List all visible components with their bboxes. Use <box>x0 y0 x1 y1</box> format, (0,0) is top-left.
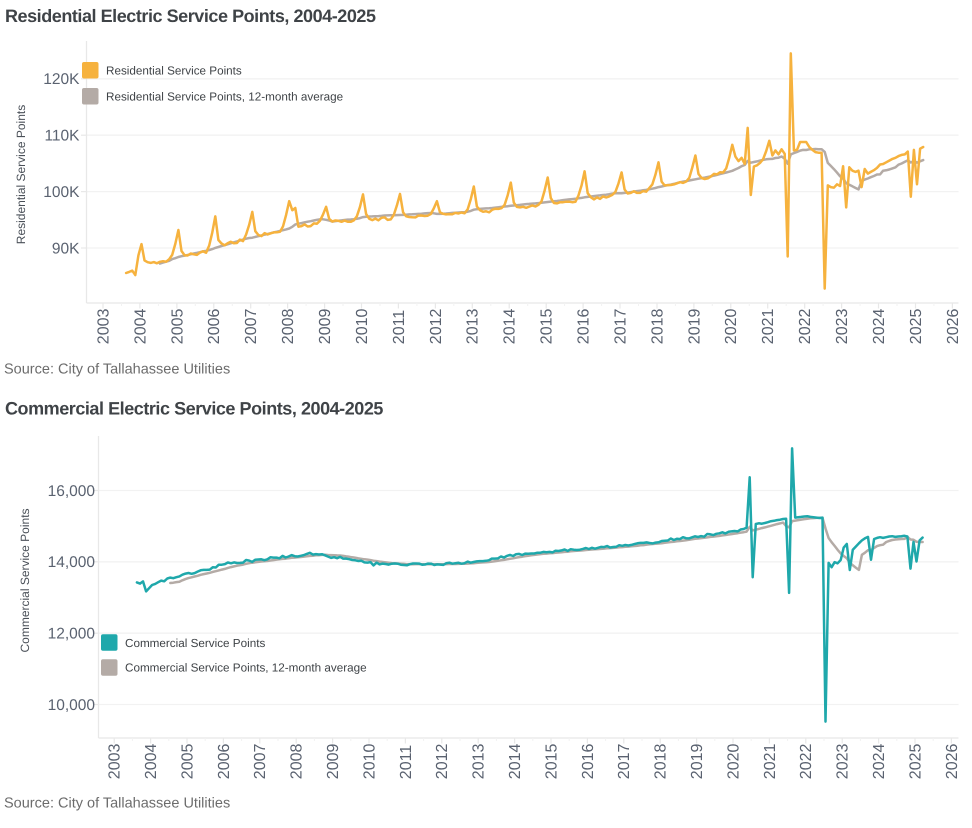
svg-text:2015: 2015 <box>543 744 560 780</box>
svg-text:10,000: 10,000 <box>48 697 96 714</box>
svg-text:2009: 2009 <box>325 744 342 780</box>
svg-text:2016: 2016 <box>576 309 593 345</box>
svg-text:Commercial Service Points: Commercial Service Points <box>125 637 265 650</box>
svg-text:2017: 2017 <box>616 744 633 780</box>
svg-text:2016: 2016 <box>580 744 597 780</box>
svg-text:2018: 2018 <box>653 744 670 780</box>
svg-text:2018: 2018 <box>649 309 666 345</box>
svg-text:Residential Service Points: Residential Service Points <box>106 65 242 78</box>
svg-text:2026: 2026 <box>945 309 962 345</box>
svg-text:2006: 2006 <box>206 309 223 345</box>
svg-text:2008: 2008 <box>280 309 297 345</box>
svg-text:2007: 2007 <box>243 309 260 345</box>
svg-text:2012: 2012 <box>434 744 451 780</box>
svg-text:Residential Service Points, 12: Residential Service Points, 12-month ave… <box>106 91 343 104</box>
svg-text:Source: City of Tallahassee Ut: Source: City of Tallahassee Utilities <box>4 796 230 812</box>
svg-text:Commercial Electric Service Po: Commercial Electric Service Points, 2004… <box>5 399 383 419</box>
svg-text:2020: 2020 <box>723 309 740 345</box>
svg-text:2024: 2024 <box>871 744 888 780</box>
svg-text:2015: 2015 <box>539 309 556 345</box>
svg-text:2006: 2006 <box>216 744 233 780</box>
svg-text:100K: 100K <box>43 184 80 201</box>
svg-text:2003: 2003 <box>107 744 124 780</box>
svg-text:2026: 2026 <box>944 744 961 780</box>
svg-text:2011: 2011 <box>391 310 408 345</box>
svg-text:2009: 2009 <box>317 309 334 345</box>
svg-text:2008: 2008 <box>289 744 306 780</box>
svg-text:2007: 2007 <box>252 744 269 780</box>
svg-text:2014: 2014 <box>502 309 519 345</box>
svg-text:2022: 2022 <box>797 309 814 345</box>
svg-text:2023: 2023 <box>834 309 851 345</box>
svg-text:2020: 2020 <box>725 744 742 780</box>
svg-text:2004: 2004 <box>132 309 149 345</box>
svg-text:110K: 110K <box>44 128 80 145</box>
svg-text:2022: 2022 <box>798 744 815 780</box>
svg-text:2010: 2010 <box>354 309 371 345</box>
svg-text:12,000: 12,000 <box>48 626 96 643</box>
svg-text:Residential Electric Service P: Residential Electric Service Points, 200… <box>5 6 376 26</box>
svg-text:2004: 2004 <box>143 744 160 780</box>
svg-text:2021: 2021 <box>760 309 777 345</box>
svg-text:2005: 2005 <box>179 744 196 780</box>
svg-text:2003: 2003 <box>95 309 112 345</box>
svg-text:2012: 2012 <box>428 309 445 345</box>
svg-text:2014: 2014 <box>507 744 524 780</box>
svg-text:14,000: 14,000 <box>48 554 96 571</box>
svg-text:16,000: 16,000 <box>48 483 96 500</box>
svg-text:2025: 2025 <box>907 744 924 780</box>
svg-text:2025: 2025 <box>908 309 925 345</box>
svg-text:2011: 2011 <box>398 745 415 780</box>
svg-text:90K: 90K <box>52 240 80 257</box>
svg-text:Commercial Service Points, 12-: Commercial Service Points, 12-month aver… <box>125 662 367 675</box>
svg-text:2013: 2013 <box>465 309 482 345</box>
svg-text:2019: 2019 <box>686 309 703 345</box>
svg-text:Source: City of Tallahassee Ut: Source: City of Tallahassee Utilities <box>4 362 230 378</box>
svg-text:120K: 120K <box>43 71 80 88</box>
svg-text:Residential Service Points: Residential Service Points <box>14 105 28 244</box>
svg-text:Commercial Service Points: Commercial Service Points <box>18 508 32 652</box>
svg-text:2021: 2021 <box>762 744 779 780</box>
svg-text:2005: 2005 <box>169 309 186 345</box>
svg-text:2023: 2023 <box>835 744 852 780</box>
svg-text:2013: 2013 <box>471 744 488 780</box>
svg-text:2024: 2024 <box>871 309 888 345</box>
svg-text:2010: 2010 <box>361 744 378 780</box>
svg-text:2019: 2019 <box>689 744 706 780</box>
svg-text:2017: 2017 <box>612 309 629 345</box>
